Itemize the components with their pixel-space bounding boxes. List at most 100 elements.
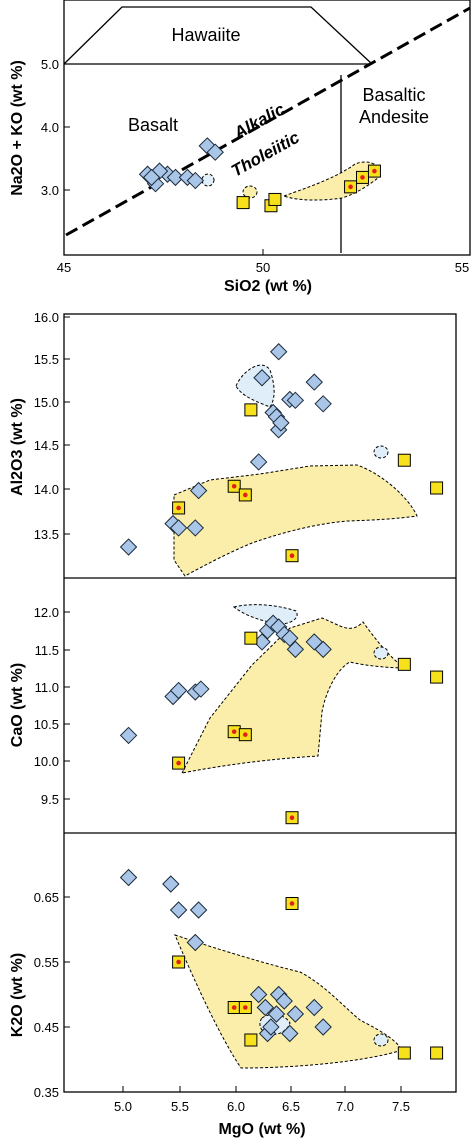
alkalic-tholeiitic-divider: [65, 6, 471, 237]
red-dot-marker: [176, 959, 181, 965]
diamond-point: [206, 143, 224, 161]
red-dot-marker: [243, 492, 248, 498]
field-label-basaltic: Basaltic: [362, 85, 425, 105]
diamond-point: [256, 998, 275, 1017]
tas-panel: Hawaiite Basalt Basaltic Andesite Alkali…: [9, 0, 471, 295]
al2o3-blue-outline: [235, 364, 275, 408]
al2o3-y-tick-label: 15.0: [34, 395, 59, 410]
tas-y-tick-label: 3.0: [41, 183, 59, 198]
diamond-point: [281, 629, 299, 647]
cao-blue-outline: [232, 604, 298, 625]
cao-y-axis-label: CaO (wt %): [9, 663, 26, 747]
field-label-basalt: Basalt: [128, 115, 178, 135]
square-point: [430, 670, 444, 684]
red-dot-marker: [176, 505, 181, 511]
field-label-hawaiite: Hawaiite: [171, 25, 240, 45]
cao-y-tick-label: 11.5: [35, 643, 59, 658]
diamond-point: [119, 726, 138, 745]
k2o-markers: [119, 868, 444, 1060]
k2o-x-tick-label: 5.0: [114, 1099, 132, 1114]
red-dot-marker: [289, 815, 295, 820]
tas-y-tick-label: 4.0: [41, 120, 59, 135]
tas-markers: [138, 137, 381, 213]
diamond-point: [189, 481, 208, 500]
al2o3-small-outline: [373, 445, 389, 459]
cao-markers: [119, 614, 444, 825]
red-dot-marker: [243, 1005, 248, 1010]
al2o3-y-tick-label: 14.0: [34, 482, 59, 497]
k2o-x-axis-label: MgO (wt %): [218, 1121, 305, 1138]
k2o-y-tick-label: 0.55: [34, 955, 59, 970]
al2o3-panel: 16.0 15.5 15.0 14.5 14.0 13.5 Al2O3 (wt …: [9, 310, 444, 577]
diamond-point: [192, 680, 210, 698]
diamond-point: [286, 391, 305, 410]
red-dot-marker: [348, 184, 353, 190]
square-point: [397, 657, 411, 671]
diamond-point: [169, 681, 188, 700]
diamond-point: [249, 453, 268, 471]
red-dot-marker: [289, 901, 295, 906]
red-dot-marker: [360, 175, 365, 180]
diamond-point: [281, 1024, 299, 1043]
diamond-point: [305, 998, 323, 1017]
k2o-x-tick-label: 7.0: [336, 1099, 354, 1114]
diamond-point: [286, 640, 305, 659]
diamond-point: [119, 538, 138, 556]
k2o-x-tick-label: 6.5: [282, 1099, 300, 1114]
dotted-outline-blue: [201, 173, 215, 187]
cao-y-ticks: [64, 611, 70, 800]
square-point: [430, 481, 444, 495]
diamond-point: [249, 985, 268, 1004]
field-boundaries: [63, 6, 373, 253]
k2o-small-outline: [373, 1033, 389, 1047]
k2o-x-tick-label: 5.5: [171, 1099, 189, 1114]
diamond-point: [305, 373, 323, 391]
red-dot-marker: [176, 760, 181, 766]
k2o-x-tick-label: 7.5: [392, 1099, 410, 1114]
dotted-outline-small: [242, 185, 258, 199]
diamond-point: [169, 901, 188, 919]
cao-y-tick-label: 10.0: [34, 754, 59, 769]
cao-y-tick-label: 12.0: [34, 605, 59, 620]
diamond-point: [166, 168, 185, 187]
k2o-x-ticks: [122, 1086, 402, 1092]
diamond-point: [162, 875, 180, 893]
diamond-point: [186, 933, 204, 952]
diamond-point: [119, 868, 138, 887]
square-point: [236, 196, 250, 210]
tas-y-axis-label: Na2O + KO (wt %): [9, 60, 26, 196]
diamond-point: [169, 519, 188, 537]
diamond-point: [186, 519, 204, 537]
k2o-x-tick-label: 6.0: [227, 1099, 245, 1114]
diamond-point: [275, 992, 293, 1010]
diamond-point: [314, 640, 332, 659]
k2o-y-tick-label: 0.35: [34, 1085, 59, 1100]
diamond-point: [272, 414, 290, 432]
al2o3-y-tick-label: 14.5: [34, 438, 59, 453]
diamond-point: [262, 1018, 280, 1036]
tas-x-tick-label: 50: [256, 260, 270, 275]
al2o3-y-tick-label: 16.0: [34, 310, 59, 325]
diamond-point: [267, 1005, 286, 1023]
k2o-y-axis-label: K2O (wt %): [9, 953, 26, 1037]
red-dot-marker: [243, 732, 248, 737]
tas-y-ticks: [63, 63, 264, 255]
cao-y-tick-label: 9.5: [41, 792, 59, 807]
red-dot-marker: [231, 729, 237, 734]
k2o-y-tick-label: 0.45: [34, 1020, 59, 1035]
square-point: [397, 453, 411, 467]
tas-x-tick-label: 45: [57, 260, 71, 275]
al2o3-y-tick-label: 13.5: [34, 527, 59, 542]
diamond-point: [253, 369, 271, 387]
red-dot-marker: [231, 1005, 237, 1010]
diamond-point: [314, 1018, 332, 1036]
square-point: [244, 631, 258, 645]
diamond-point: [142, 168, 161, 187]
field-label-andesite: Andesite: [359, 107, 429, 127]
tas-x-tick-label: 55: [455, 260, 469, 275]
diamond-point: [286, 1005, 305, 1023]
cao-y-tick-label: 11.0: [35, 680, 59, 695]
square-point: [430, 1046, 444, 1060]
k2o-panel: 0.65 0.55 0.45 0.35 5.0 5.5 6.0 6.5 7.0 …: [9, 868, 444, 1138]
